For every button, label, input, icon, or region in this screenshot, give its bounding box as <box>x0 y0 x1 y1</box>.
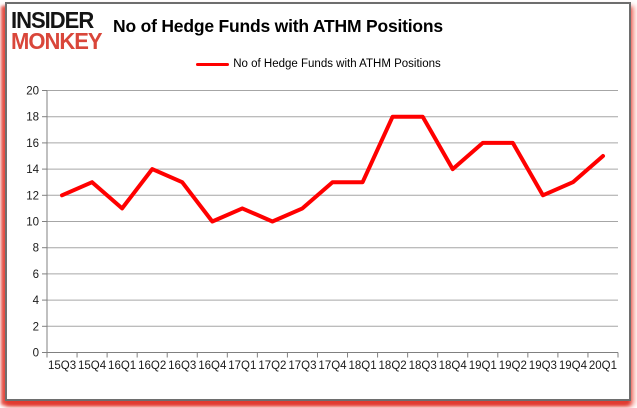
x-tick-label: 18Q4 <box>439 360 468 372</box>
x-tick-label: 20Q1 <box>589 360 617 372</box>
chart-legend: No of Hedge Funds with ATHM Positions <box>0 58 637 70</box>
x-tick-label: 16Q1 <box>108 360 136 372</box>
x-tick-label: 17Q3 <box>288 360 316 372</box>
logo-text-monkey: MONKEY <box>11 27 103 55</box>
y-tick-label: 20 <box>26 86 39 98</box>
x-tick-label: 17Q2 <box>258 360 286 372</box>
x-tick-label: 17Q4 <box>318 360 347 372</box>
y-tick-label: 16 <box>26 138 39 150</box>
y-tick-label: 10 <box>26 217 39 229</box>
hedge-funds-line-chart: 0 2 4 6 8 10 12 14 16 18 20 15Q3 15Q4 16Q1 16Q2 16Q3 16Q… <box>26 86 619 372</box>
x-tick-label: 19Q1 <box>469 360 497 372</box>
legend-line-swatch <box>196 62 230 66</box>
x-tick-label: 18Q3 <box>409 360 437 372</box>
y-tick-label: 14 <box>26 164 39 176</box>
x-tick-label: 18Q2 <box>379 360 407 372</box>
x-tick-label: 19Q3 <box>529 360 557 372</box>
x-tick-label: 15Q4 <box>78 360 107 372</box>
y-tick-label: 18 <box>26 112 39 124</box>
x-tick-label: 19Q2 <box>499 360 527 372</box>
x-tick-label: 18Q1 <box>348 360 376 372</box>
x-tick-label: 19Q4 <box>559 360 588 372</box>
x-tick-label: 16Q2 <box>138 360 166 372</box>
chart-title: No of Hedge Funds with ATHM Positions <box>113 16 443 36</box>
y-tick-label: 6 <box>33 269 39 281</box>
y-tick-label: 8 <box>33 243 39 255</box>
x-tick-label: 16Q4 <box>198 360 227 372</box>
insider-monkey-logo: INSIDER MONKEY <box>11 6 103 55</box>
chart-card <box>5 2 631 401</box>
y-tick-label: 0 <box>33 348 39 360</box>
logo-text-insider: INSIDER <box>11 6 94 34</box>
legend-label: No of Hedge Funds with ATHM Positions <box>233 58 441 70</box>
y-tick-label: 2 <box>33 321 39 333</box>
y-tick-label: 4 <box>33 295 40 307</box>
series-line <box>60 114 605 224</box>
x-tick-label: 16Q3 <box>168 360 196 372</box>
x-tick-label: 17Q1 <box>228 360 256 372</box>
y-tick-label: 12 <box>26 190 39 202</box>
x-tick-label: 15Q3 <box>48 360 76 372</box>
